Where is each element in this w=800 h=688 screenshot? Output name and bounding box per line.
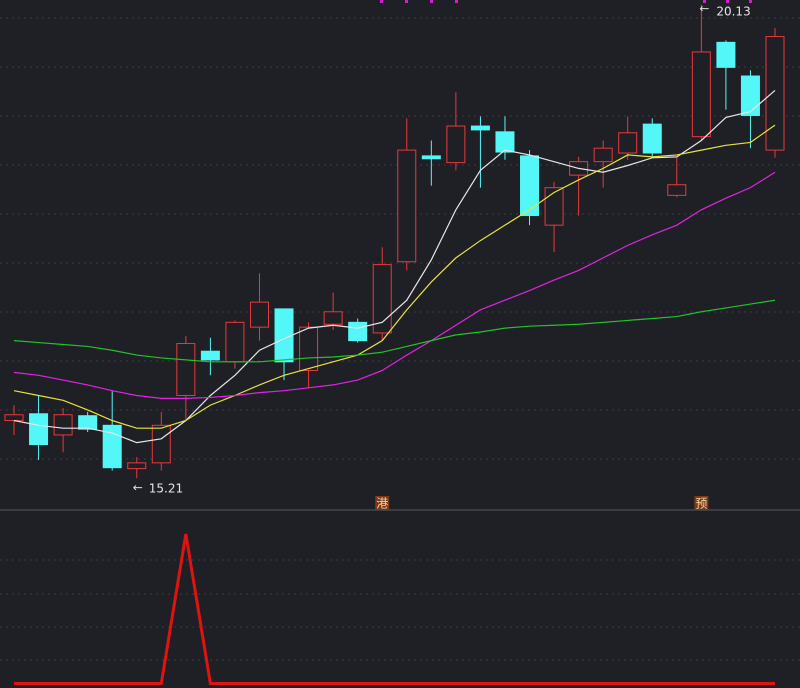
candle-body	[299, 326, 319, 371]
moving-average-line	[13, 299, 776, 363]
signal-dot	[455, 0, 458, 3]
candle-body	[225, 321, 245, 363]
moving-average-line	[13, 171, 776, 399]
candle-body	[593, 147, 613, 163]
candle-body	[397, 149, 417, 263]
moving-average-line	[13, 89, 776, 444]
moving-average-line	[13, 124, 776, 429]
signal-dot	[726, 0, 729, 3]
signal-dot	[380, 0, 383, 3]
signal-dot	[405, 0, 408, 3]
candle-body	[421, 155, 441, 160]
signal-dots	[380, 0, 752, 3]
indicator-line	[14, 533, 775, 686]
candle-body	[29, 413, 49, 446]
candle-body	[716, 41, 736, 68]
candle-body	[102, 424, 122, 469]
candle-body	[642, 123, 662, 154]
candle-body	[470, 125, 490, 131]
candle-body	[667, 184, 687, 196]
candle-body	[765, 36, 785, 151]
candle-body	[495, 131, 515, 153]
signal-dot	[430, 0, 433, 3]
signal-dot	[749, 0, 752, 3]
candle-body	[127, 462, 147, 470]
marker-box	[375, 496, 390, 510]
candle-body	[53, 414, 73, 436]
candle-body	[200, 350, 220, 361]
candle-body	[618, 132, 638, 154]
candle-body	[323, 311, 343, 325]
marker-box	[694, 496, 709, 510]
marker-label: 港	[376, 497, 388, 511]
candle-body	[4, 414, 24, 422]
candle-body	[151, 424, 171, 464]
candle-body	[520, 155, 540, 217]
low-label: 15.21	[149, 482, 183, 496]
candle-body	[348, 321, 368, 342]
candle-body	[740, 75, 760, 116]
candle-body	[691, 51, 711, 138]
high-label: 20.13	[716, 5, 750, 19]
low-arrow: ←	[133, 481, 143, 495]
candle-body	[78, 415, 98, 430]
high-arrow: ←	[699, 2, 709, 16]
candle-body	[176, 343, 196, 396]
candle-body	[446, 125, 466, 164]
signal-dot	[703, 0, 706, 3]
candle-body	[249, 301, 269, 328]
candle-body	[544, 187, 564, 226]
marker-label: 预	[695, 497, 707, 511]
candle-body	[372, 264, 392, 334]
